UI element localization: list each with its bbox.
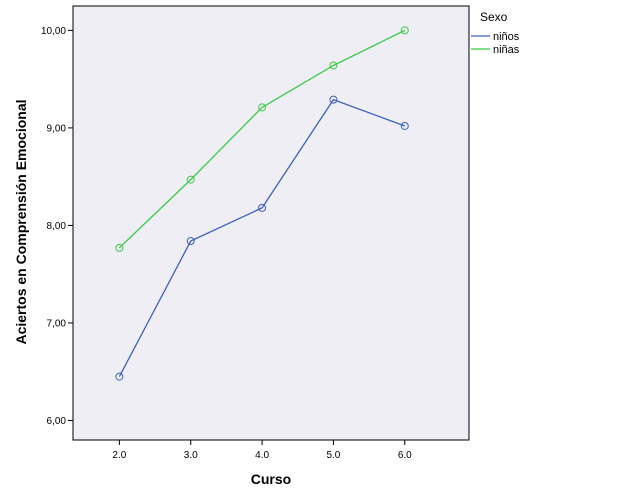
x-tick-label: 4.0 (255, 450, 269, 461)
y-tick-label: 7,00 (47, 318, 67, 329)
series-2-line (118, 29, 406, 249)
x-tick-label: 3.0 (184, 450, 198, 461)
y-tick-label: 6,00 (47, 416, 67, 427)
series-2-point (186, 175, 195, 184)
y-axis: 6,00 7,00 8,00 9,00 10,00 (41, 26, 73, 427)
legend-label: niñas (493, 44, 520, 56)
series-1-point (329, 95, 338, 104)
series-2-point (329, 61, 338, 70)
legend-label: niños (493, 31, 520, 43)
plot-area (72, 5, 470, 441)
x-tick-label: 6.0 (398, 450, 412, 461)
series-2-point (400, 26, 409, 35)
series-1-line (118, 98, 406, 377)
series-1-point (258, 203, 267, 212)
x-tick-label: 5.0 (326, 450, 340, 461)
y-tick-label: 8,00 (47, 221, 67, 232)
x-axis-title: Curso (251, 471, 291, 487)
y-tick-label: 10,00 (41, 26, 66, 37)
x-axis: 2.0 3.0 4.0 5.0 6.0 (112, 440, 412, 461)
y-axis-title: Aciertos en Comprensión Emocional (13, 99, 29, 344)
x-tick-label: 2.0 (112, 450, 126, 461)
series-2-point (115, 243, 124, 252)
series-2-point (258, 103, 267, 112)
series-layer (115, 26, 409, 381)
legend-title: Sexo (480, 10, 508, 24)
series-1-point (115, 372, 124, 381)
series-1-point (400, 121, 409, 130)
y-tick-label: 9,00 (47, 123, 67, 134)
series-1-point (186, 237, 195, 246)
